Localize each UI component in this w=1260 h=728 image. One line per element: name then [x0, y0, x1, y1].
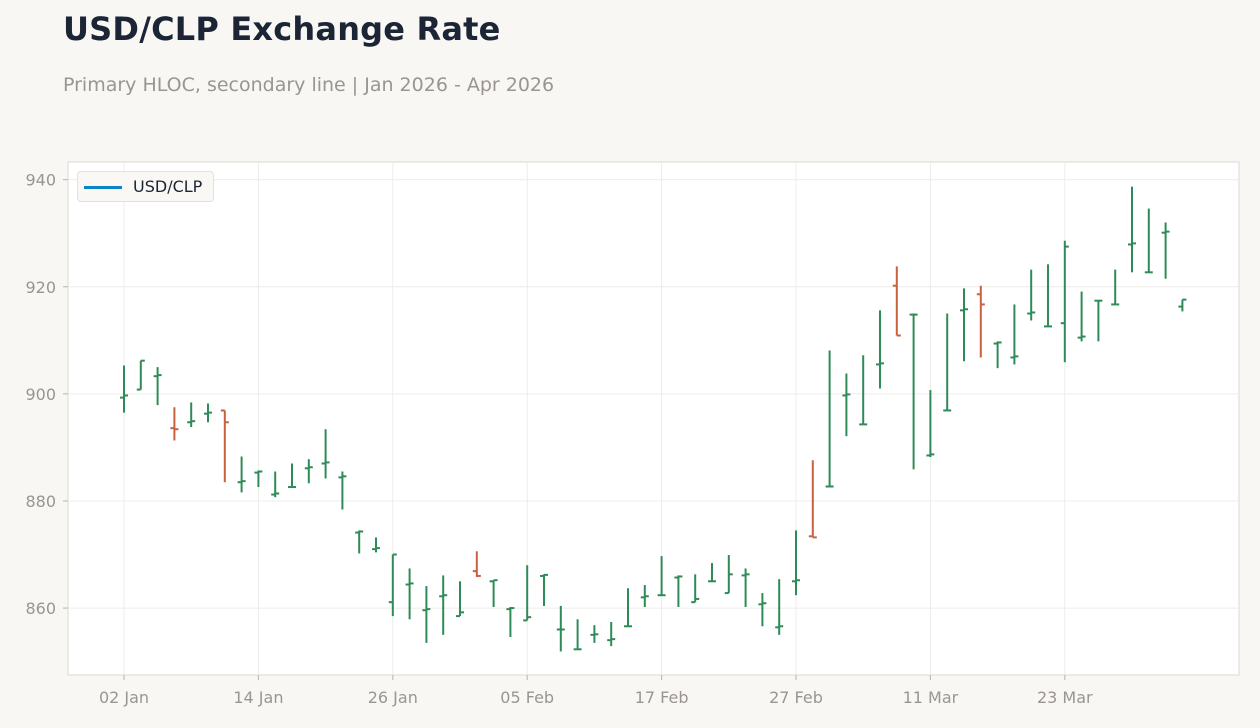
- ohlc-bar: [758, 593, 767, 627]
- ohlc-bar: [204, 403, 212, 423]
- ohlc-bar: [909, 313, 918, 470]
- ohlc-bar: [271, 471, 280, 498]
- ohlc-bar: [388, 553, 397, 617]
- x-tick-label: 11 Mar: [903, 688, 959, 707]
- chart-subtitle: Primary HLOC, secondary line | Jan 2026 …: [63, 74, 555, 96]
- legend-label: USD/CLP: [133, 177, 203, 196]
- ohlc-bar: [220, 409, 229, 483]
- ohlc-bar: [775, 579, 784, 635]
- ohlc-bar: [355, 530, 364, 554]
- ohlc-bar: [523, 565, 532, 622]
- ohlc-bar: [136, 359, 145, 391]
- ohlc-bar: [405, 568, 414, 620]
- ohlc-bar: [1111, 269, 1120, 306]
- ohlc-bar: [876, 310, 884, 389]
- ohlc-bar: [1010, 304, 1019, 365]
- ohlc-bar: [1178, 298, 1187, 312]
- ohlc-bar: [1060, 240, 1069, 363]
- ohlc-bar: [1027, 269, 1036, 321]
- ohlc-bar: [187, 402, 196, 428]
- ohlc-bar: [724, 555, 733, 595]
- ohlc-bar: [153, 367, 162, 406]
- x-tick-label: 14 Jan: [233, 688, 283, 707]
- legend: USD/CLP: [77, 171, 214, 202]
- x-tick-label: 27 Feb: [769, 688, 823, 707]
- x-tick-label: 17 Feb: [635, 688, 689, 707]
- ohlc-bar: [708, 563, 716, 583]
- ohlc-bar: [456, 581, 464, 618]
- ohlc-bar: [1044, 264, 1052, 328]
- ohlc-bar: [237, 456, 246, 493]
- ohlc-bars: [120, 186, 1187, 652]
- ohlc-bar: [506, 606, 515, 637]
- ohlc-bar: [254, 470, 263, 488]
- ohlc-bar: [422, 586, 431, 643]
- ohlc-bar: [741, 568, 750, 607]
- ohlc-bar: [288, 463, 296, 489]
- y-tick-label: 940: [25, 171, 56, 190]
- ohlc-bar: [1094, 299, 1103, 342]
- ohlc-bar: [439, 575, 448, 635]
- ohlc-bar: [489, 579, 498, 607]
- ohlc-bar: [120, 365, 128, 413]
- ohlc-bar: [691, 574, 700, 604]
- x-tick-label: 02 Jan: [99, 688, 149, 707]
- ohlc-bar: [1144, 208, 1153, 274]
- x-tick-label: 26 Jan: [368, 688, 418, 707]
- ohlc-bar: [674, 575, 683, 607]
- ohlc-bar: [1161, 222, 1170, 279]
- ohlc-bar: [372, 537, 380, 553]
- ohlc-bar: [808, 460, 817, 539]
- ohlc-bar: [590, 625, 599, 643]
- ohlc-bar: [170, 407, 179, 441]
- y-tick-label: 920: [25, 278, 56, 297]
- ohlc-bar: [792, 530, 800, 596]
- ohlc-bar: [556, 605, 565, 652]
- y-tick-label: 880: [25, 492, 56, 511]
- ohlc-bar: [859, 355, 868, 426]
- legend-line-swatch: [84, 186, 122, 189]
- ohlc-bar: [540, 573, 548, 606]
- ohlc-bar: [338, 471, 347, 510]
- ohlc-bar: [892, 266, 901, 337]
- chart-title: USD/CLP Exchange Rate: [63, 10, 501, 48]
- ohlc-bar: [842, 373, 851, 437]
- ohlc-bar: [657, 556, 666, 597]
- plot-area: [67, 161, 1240, 676]
- x-tick-label: 23 Mar: [1037, 688, 1093, 707]
- ohlc-bar: [825, 350, 834, 488]
- y-tick-label: 900: [25, 385, 56, 404]
- ohlc-bar: [624, 588, 632, 628]
- ohlc-bar: [640, 585, 649, 607]
- ohlc-bar: [573, 619, 582, 651]
- ohlc-bar: [976, 285, 985, 358]
- ohlc-bar: [321, 429, 330, 479]
- ohlc-bar: [607, 621, 616, 647]
- y-tick-label: 860: [25, 599, 56, 618]
- ohlc-bar: [472, 551, 481, 578]
- x-tick-label: 05 Feb: [500, 688, 554, 707]
- ohlc-bar: [304, 459, 313, 484]
- y-axis: 860 880 900 920 940: [25, 171, 68, 618]
- ohlc-bar: [1077, 291, 1086, 342]
- ohlc-bar: [1128, 186, 1136, 273]
- ohlc-bar: [993, 341, 1002, 369]
- ohlc-bar: [943, 313, 952, 412]
- ohlc-bar: [926, 390, 935, 458]
- x-axis: 02 Jan 14 Jan 26 Jan 05 Feb 17 Feb 27 Feb 11 M…: [99, 675, 1093, 707]
- ohlc-bar: [960, 288, 968, 362]
